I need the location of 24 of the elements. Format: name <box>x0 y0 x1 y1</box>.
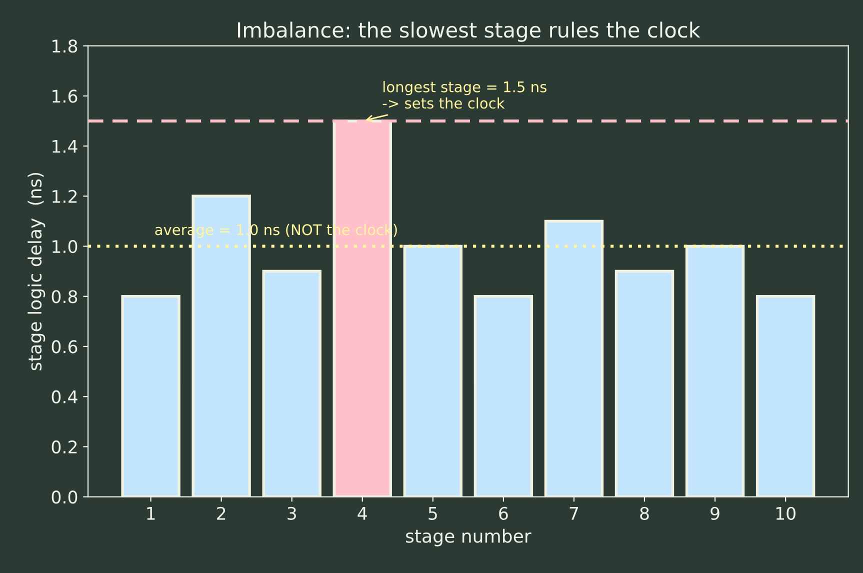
y-tick-label: 0.6 <box>52 340 78 354</box>
y-tick-label: 1.6 <box>52 90 78 103</box>
x-tick-label: 1 <box>147 507 155 520</box>
x-tick-label: 3 <box>288 506 296 520</box>
x-tick-label: 9 <box>710 506 720 520</box>
chart-title: Imbalance: the slowest stage rules the clock <box>238 22 700 42</box>
x-tick-label: 10 <box>776 506 796 520</box>
y-tick-label: 1.8 <box>52 40 78 53</box>
y-tick-label: 1.0 <box>52 240 78 254</box>
y-axis-title: stage logic delay (ns) <box>28 172 46 370</box>
y-tick-label: 0.0 <box>52 490 78 504</box>
x-tick-label: 5 <box>428 507 437 520</box>
x-tick-label: 8 <box>640 506 649 520</box>
y-tick-label: 0.8 <box>52 290 78 304</box>
annotation: longest stage = 1.5 ns -> sets the clock <box>382 81 546 109</box>
x-axis-title: stage number <box>406 528 532 546</box>
x-tick-label: 7 <box>570 507 578 520</box>
x-tick-label: 6 <box>499 506 508 520</box>
x-tick-label: 2 <box>217 506 226 520</box>
x-tick-label: 4 <box>358 507 367 520</box>
y-tick-label: 1.2 <box>52 190 77 203</box>
y-tick-label: 0.4 <box>52 390 78 404</box>
y-tick-label: 0.2 <box>52 440 77 454</box>
y-tick-label: 1.4 <box>52 140 78 153</box>
